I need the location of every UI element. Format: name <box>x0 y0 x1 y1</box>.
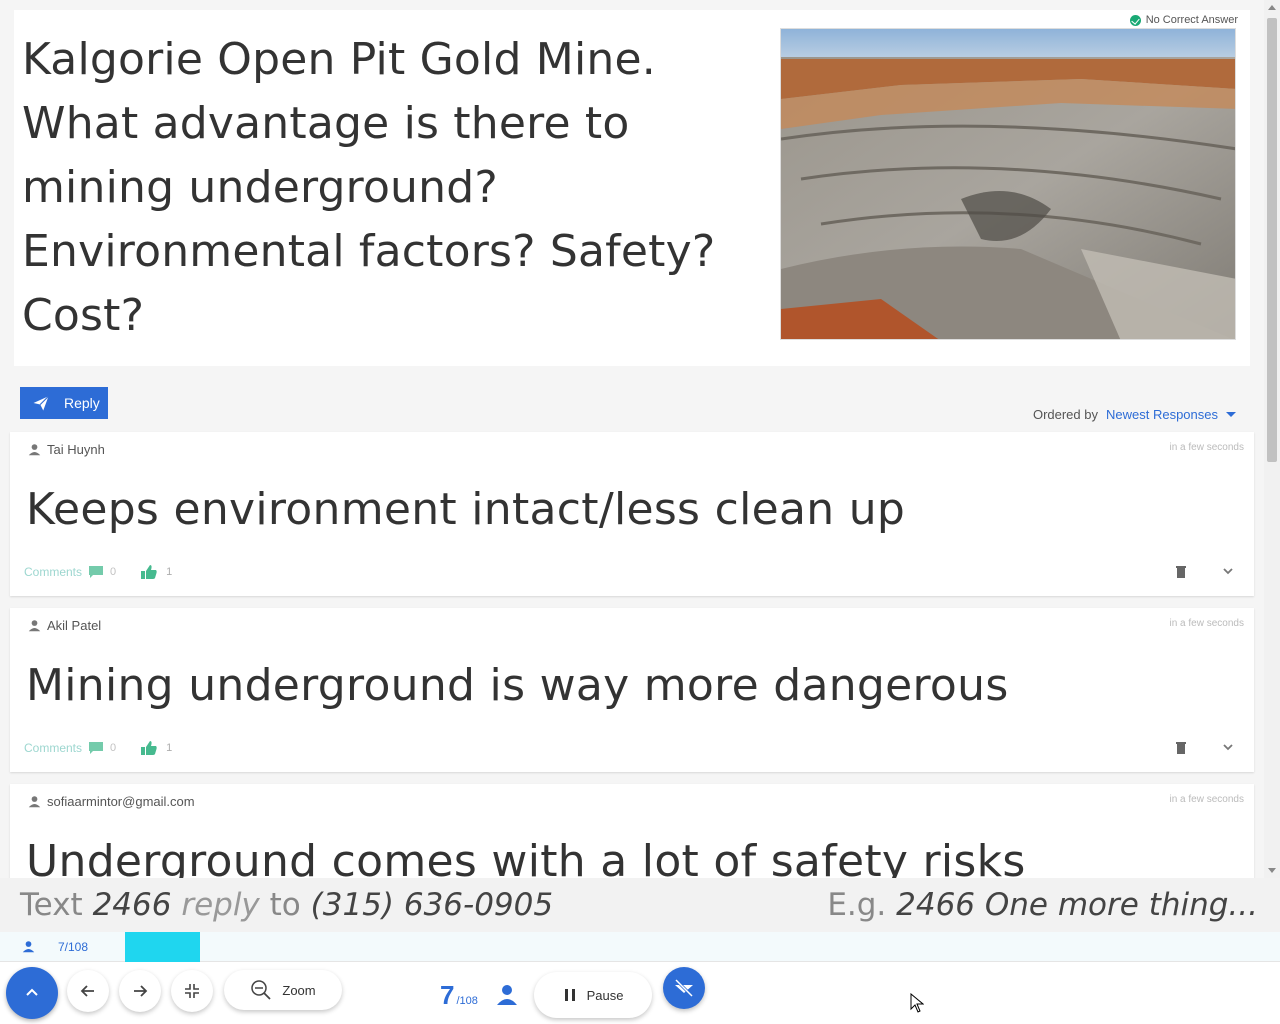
like-button[interactable]: 1 <box>140 564 172 580</box>
open-pit-mine-image <box>780 28 1236 340</box>
progress-label: 7/108 <box>58 940 89 954</box>
arrow-left-icon <box>80 985 94 997</box>
chevron-down-icon[interactable] <box>1222 566 1234 576</box>
trash-icon[interactable] <box>1174 564 1188 578</box>
response-author: Akil Patel <box>28 618 101 633</box>
previous-button[interactable] <box>67 970 109 1012</box>
ordering-control: Ordered by Newest Responses <box>1033 407 1236 422</box>
phone-number: (315) 636-0905 <box>310 887 554 923</box>
check-circle-icon <box>1129 14 1141 26</box>
zoom-out-icon <box>251 980 272 1000</box>
response-text: Underground comes with a lot of safety r… <box>26 836 1026 878</box>
response-footer: Comments 0 1 <box>24 740 172 756</box>
user-icon <box>28 796 41 808</box>
ordered-by-label: Ordered by <box>1032 407 1098 422</box>
exit-fullscreen-button[interactable] <box>171 970 213 1012</box>
pause-icon <box>564 989 575 1001</box>
response-time: in a few seconds <box>1169 442 1245 453</box>
pause-button[interactable]: Pause <box>534 972 652 1018</box>
mine-illustration <box>781 29 1235 339</box>
badge-label: No Correct Answer <box>1145 14 1238 26</box>
comments-label: Comments <box>24 565 83 579</box>
progress-fill <box>125 932 200 962</box>
likes-count: 1 <box>166 742 173 754</box>
presentation-page: Kalgorie Open Pit Gold Mine. What advant… <box>0 0 1264 878</box>
no-correct-answer-badge: No Correct Answer <box>1129 14 1238 26</box>
user-icon <box>28 444 41 456</box>
send-icon <box>33 395 49 411</box>
response-card: sofiaarmintor@gmail.com in a few seconds… <box>10 784 1254 878</box>
scrollbar[interactable] <box>1264 0 1280 878</box>
zoom-label: Zoom <box>282 982 316 998</box>
thumbs-up-icon <box>141 741 157 755</box>
eye-slash-icon <box>674 978 694 998</box>
response-time: in a few seconds <box>1169 794 1245 805</box>
scroll-up-arrow-icon[interactable] <box>1268 5 1276 10</box>
author-name: Tai Huynh <box>47 442 105 457</box>
ordering-dropdown[interactable]: Newest Responses <box>1106 407 1236 422</box>
reply-button[interactable]: Reply <box>20 387 108 419</box>
response-time: in a few seconds <box>1169 618 1245 629</box>
scrollbar-thumb[interactable] <box>1267 18 1277 462</box>
caret-down-icon <box>1226 412 1236 417</box>
counter-total: /108 <box>456 995 478 1007</box>
chevron-down-icon[interactable] <box>1222 742 1234 752</box>
zoom-button[interactable]: Zoom <box>224 970 342 1010</box>
thumbs-up-icon <box>141 565 157 579</box>
response-footer: Comments 0 1 <box>24 564 172 580</box>
scroll-down-arrow-icon[interactable] <box>1268 868 1276 873</box>
response-card: Tai Huynh in a few seconds Keeps environ… <box>10 432 1254 596</box>
user-icon <box>22 941 35 953</box>
text-instruction-bar: Text 2466 reply to (315) 636-0905 E.g. 2… <box>0 878 1280 932</box>
trash-icon[interactable] <box>1174 740 1188 754</box>
response-text: Keeps environment intact/less clean up <box>26 484 906 535</box>
mouse-cursor-icon <box>910 993 924 1013</box>
question-card: Kalgorie Open Pit Gold Mine. What advant… <box>14 10 1250 366</box>
comments-button[interactable]: Comments 0 <box>24 741 116 755</box>
response-card: Akil Patel in a few seconds Mining under… <box>10 608 1254 772</box>
comments-count: 0 <box>110 566 117 578</box>
author-name: sofiaarmintor@gmail.com <box>47 794 195 809</box>
author-name: Akil Patel <box>47 618 102 633</box>
participant-icon <box>497 985 517 1005</box>
comments-button[interactable]: Comments 0 <box>24 565 116 579</box>
response-progress-strip: 7/108 <box>0 932 1280 962</box>
pause-label: Pause <box>586 987 624 1003</box>
comment-icon <box>89 742 104 754</box>
response-author: sofiaarmintor@gmail.com <box>28 794 195 809</box>
response-text: Mining underground is way more dangerous <box>26 660 1009 711</box>
reply-label: Reply <box>64 395 100 411</box>
arrow-right-icon <box>134 985 148 997</box>
expand-toolbar-button[interactable] <box>6 967 58 1019</box>
next-button[interactable] <box>119 970 161 1012</box>
response-author: Tai Huynh <box>28 442 105 457</box>
text-to-instruction: Text 2466 reply to (315) 636-0905 <box>20 887 554 923</box>
question-title: Kalgorie Open Pit Gold Mine. What advant… <box>22 34 716 341</box>
presenter-toolbar: Zoom 7 /108 Pause <box>0 962 1280 1024</box>
likes-count: 1 <box>166 566 173 578</box>
comment-icon <box>89 566 104 578</box>
counter-current: 7 <box>440 980 455 1010</box>
like-button[interactable]: 1 <box>140 740 172 756</box>
comments-label: Comments <box>24 741 83 755</box>
compress-icon <box>185 984 199 998</box>
chevron-up-icon <box>26 988 38 996</box>
user-icon <box>28 620 41 632</box>
ordering-value: Newest Responses <box>1106 407 1218 422</box>
comments-count: 0 <box>110 742 117 754</box>
response-counter: 7 /108 <box>440 980 478 1011</box>
hide-responses-button[interactable] <box>663 967 705 1009</box>
example-instruction: E.g. 2466 One more thing... <box>827 887 1258 923</box>
